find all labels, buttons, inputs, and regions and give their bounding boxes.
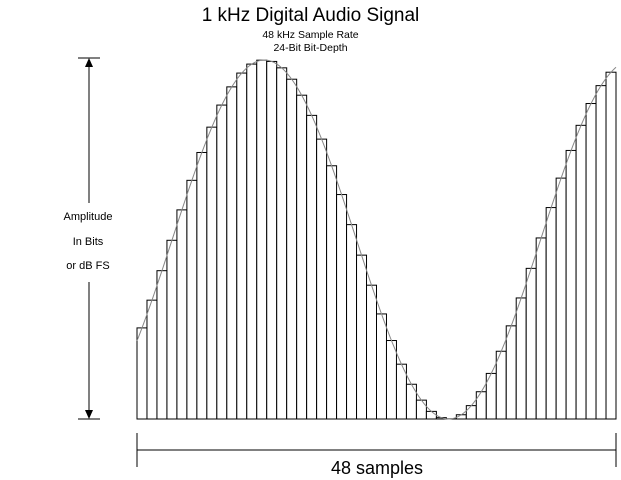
sample-bar: [226, 86, 238, 420]
sample-bar: [266, 60, 278, 420]
sample-bar: [605, 71, 617, 420]
sample-bar: [595, 85, 607, 420]
sample-bar: [296, 94, 308, 420]
sample-bar: [565, 149, 577, 420]
amplitude-arrow: [78, 57, 100, 420]
sample-bar: [256, 59, 268, 420]
sample-bar: [425, 410, 437, 420]
sample-bar: [475, 391, 487, 420]
bit-depth-label: 24-Bit Bit-Depth: [273, 42, 348, 54]
sample-bar: [336, 194, 348, 420]
sample-bar: [505, 325, 517, 420]
sample-bar: [495, 350, 507, 420]
in-bits-label: In Bits: [72, 236, 104, 248]
sample-bar: [186, 179, 198, 420]
sample-bar: [216, 104, 228, 420]
sample-rate-label: 48 kHz Sample Rate: [262, 29, 359, 41]
sample-bar: [525, 267, 537, 420]
sample-bar: [236, 72, 248, 420]
sample-bar: [376, 313, 387, 420]
sample-bar: [415, 399, 427, 420]
sample-bar: [166, 239, 178, 420]
sample-bar: [545, 207, 557, 420]
amplitude-label: Amplitude: [63, 211, 113, 223]
sample-bar: [316, 138, 328, 420]
sample-bar: [246, 63, 258, 420]
sample-bar: [515, 297, 527, 420]
sample-bar: [465, 405, 477, 420]
db-fs-label: or dB FS: [66, 260, 110, 272]
sample-bar: [276, 67, 288, 420]
sample-bars: [136, 59, 617, 420]
sample-bar: [306, 114, 318, 420]
sample-bar: [366, 284, 377, 420]
sample-bar: [535, 237, 547, 420]
sample-bar: [385, 340, 397, 420]
sine-curve: [136, 59, 617, 420]
sample-bar: [196, 151, 208, 420]
sample-bar: [575, 124, 587, 420]
diagram-title: 1 kHz Digital Audio Signal: [201, 5, 420, 26]
sample-bar: [356, 254, 368, 420]
sample-bar: [286, 78, 298, 420]
sample-bar: [136, 327, 148, 420]
sample-bar: [585, 103, 597, 420]
sample-bar: [346, 224, 358, 420]
sample-bar: [176, 209, 188, 420]
samples-bracket: [136, 433, 617, 467]
sample-bar: [206, 126, 218, 420]
sample-bar: [326, 165, 338, 420]
sample-bar: [555, 177, 567, 420]
sample-bar: [156, 270, 168, 420]
sample-bar: [146, 299, 158, 420]
samples-count-label: 48 samples: [330, 458, 424, 478]
